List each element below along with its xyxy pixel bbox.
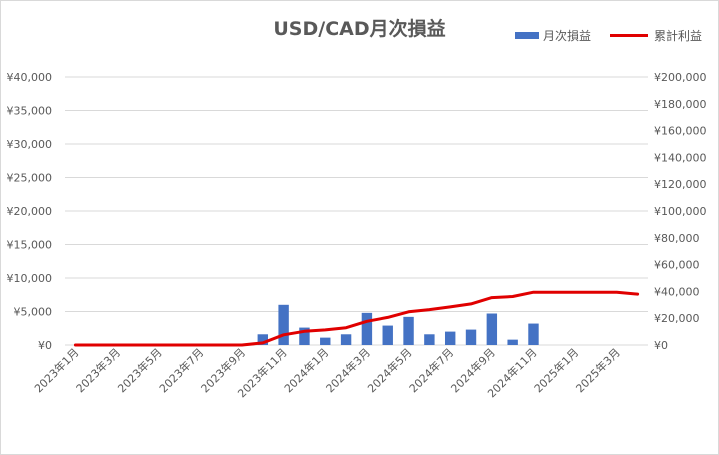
chart-title: USD/CAD月次損益	[273, 18, 446, 40]
y-left-tick-label: ¥15,000	[7, 239, 53, 252]
y-right-tick-label: ¥80,000	[654, 232, 700, 245]
y-right-tick-label: ¥40,000	[654, 285, 700, 298]
y-right-tick-label: ¥20,000	[654, 312, 700, 325]
legend-item-monthly: 月次損益	[515, 27, 591, 44]
x-tick-label: 2025年3月	[573, 345, 623, 395]
y-right-tick-label: ¥140,000	[654, 151, 707, 164]
bar-monthly	[424, 334, 435, 345]
bar-monthly	[382, 325, 393, 345]
bar-monthly	[465, 329, 477, 345]
y-right-tick-label: ¥200,000	[654, 71, 707, 84]
y-right-tick-label: ¥180,000	[654, 98, 707, 111]
y-right-tick-label: ¥60,000	[654, 259, 700, 272]
bar-monthly	[486, 313, 498, 345]
legend-label-monthly: 月次損益	[543, 29, 592, 43]
bar-monthly	[444, 331, 456, 345]
y-left-tick-label: ¥25,000	[7, 172, 53, 185]
bar-monthly	[507, 339, 518, 345]
line-cumulative	[73, 290, 640, 347]
bar-monthly	[340, 334, 352, 345]
legend-item-cumulative: 累計利益	[610, 27, 702, 44]
bar-monthly	[528, 323, 539, 345]
y-right-tick-label: ¥120,000	[654, 178, 707, 191]
legend-swatch-monthly	[515, 32, 539, 39]
y-right-tick-label: ¥160,000	[654, 125, 707, 138]
y-left-tick-label: ¥5,000	[14, 306, 53, 319]
bar-monthly	[403, 316, 414, 345]
bar-monthly	[361, 312, 373, 345]
y-left-tick-label: ¥0	[38, 339, 52, 352]
y-left-tick-label: ¥20,000	[7, 205, 53, 218]
y-left-tick-label: ¥30,000	[7, 138, 53, 151]
y-right-tick-label: ¥100,000	[654, 205, 707, 218]
legend-swatch-cumulative	[610, 34, 648, 37]
bar-monthly	[299, 327, 310, 345]
y-left-tick-label: ¥40,000	[7, 71, 53, 84]
bar-monthly	[320, 337, 331, 345]
bar-monthly	[257, 334, 269, 345]
legend-label-cumulative: 累計利益	[654, 29, 703, 43]
y-left-tick-label: ¥10,000	[7, 272, 53, 285]
y-left-tick-label: ¥35,000	[7, 105, 53, 118]
y-right-tick-label: ¥0	[654, 339, 668, 352]
bar-monthly	[278, 304, 289, 345]
